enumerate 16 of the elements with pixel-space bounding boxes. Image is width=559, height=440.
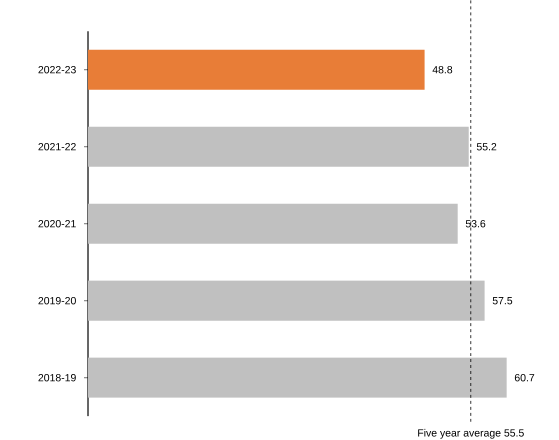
bar [88, 358, 507, 398]
data-label: 55.2 [476, 143, 496, 151]
y-tick-label: 2021-22 [38, 143, 76, 151]
data-label: 48.8 [432, 66, 452, 74]
y-tick-label: 2018-19 [38, 374, 76, 382]
ref-line-label: Five year average 55.5 [418, 429, 524, 439]
y-tick-label: 2022-23 [38, 66, 76, 74]
bar [88, 204, 458, 244]
y-tick-label: 2020-21 [38, 220, 76, 228]
bar [88, 280, 485, 321]
bar [88, 50, 425, 90]
data-label: 53.6 [466, 220, 486, 228]
data-label: 60.7 [514, 374, 534, 382]
bar [88, 126, 469, 167]
data-label: 57.5 [492, 297, 512, 304]
y-tick-label: 2019-20 [38, 297, 76, 305]
